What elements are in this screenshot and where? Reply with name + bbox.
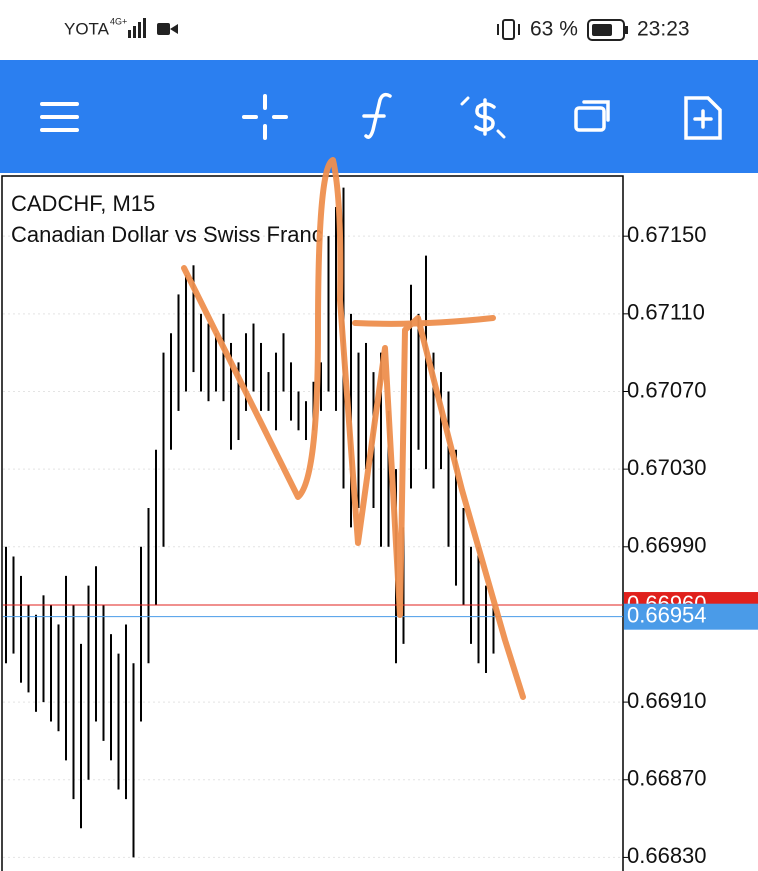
carrier: YOTA [64, 19, 110, 38]
menu-button[interactable] [40, 102, 79, 132]
price-label-bg [624, 603, 758, 630]
price-label: 0.66954 [627, 602, 707, 627]
battery-percent: 63 % [530, 18, 578, 41]
windows-button[interactable] [574, 100, 610, 132]
y-tick-label: 0.67110 [627, 300, 705, 325]
y-tick-label: 0.67070 [627, 377, 707, 402]
new-order-button[interactable] [684, 96, 722, 140]
hand-drawing [181, 157, 526, 700]
y-tick-label: 0.67150 [627, 222, 707, 247]
chart-title: CADCHF, M15 [11, 191, 155, 216]
chart-frame [1, 175, 624, 871]
y-tick-label: 0.66990 [627, 533, 707, 558]
clock: 23:23 [637, 18, 690, 41]
crosshair-button[interactable] [242, 94, 288, 140]
vibrate-icon [497, 19, 520, 40]
battery-icon [587, 19, 628, 41]
y-tick-label: 0.66830 [627, 843, 707, 868]
indicators-button[interactable] [362, 92, 392, 139]
y-tick-label: 0.66870 [627, 766, 707, 791]
network: 4G+ [110, 16, 127, 26]
signal-icon [128, 18, 146, 38]
trade-button[interactable] [460, 96, 506, 139]
chart-subtitle: Canadian Dollar vs Swiss Franc [11, 222, 323, 247]
y-tick-label: 0.67030 [627, 455, 707, 480]
video-icon [157, 23, 178, 35]
y-tick-label: 0.66910 [627, 688, 707, 713]
